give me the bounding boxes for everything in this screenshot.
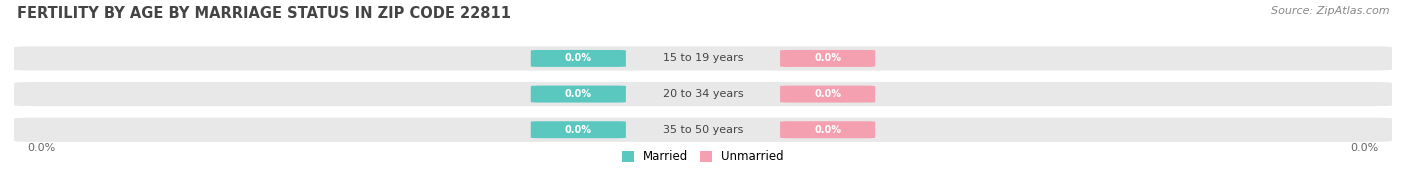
- FancyBboxPatch shape: [14, 46, 1392, 71]
- Text: 0.0%: 0.0%: [565, 125, 592, 135]
- Text: 0.0%: 0.0%: [565, 89, 592, 99]
- FancyBboxPatch shape: [531, 86, 626, 103]
- FancyBboxPatch shape: [780, 50, 875, 67]
- FancyBboxPatch shape: [780, 121, 875, 138]
- Text: 0.0%: 0.0%: [1351, 143, 1379, 153]
- Text: 20 to 34 years: 20 to 34 years: [662, 89, 744, 99]
- FancyBboxPatch shape: [14, 118, 1392, 142]
- Text: 35 to 50 years: 35 to 50 years: [662, 125, 744, 135]
- FancyBboxPatch shape: [780, 86, 875, 103]
- FancyBboxPatch shape: [531, 50, 626, 67]
- Text: 0.0%: 0.0%: [27, 143, 55, 153]
- Text: FERTILITY BY AGE BY MARRIAGE STATUS IN ZIP CODE 22811: FERTILITY BY AGE BY MARRIAGE STATUS IN Z…: [17, 6, 510, 21]
- FancyBboxPatch shape: [14, 82, 1392, 106]
- FancyBboxPatch shape: [531, 121, 626, 138]
- Text: 0.0%: 0.0%: [814, 54, 841, 64]
- Text: 0.0%: 0.0%: [565, 54, 592, 64]
- Text: 0.0%: 0.0%: [814, 125, 841, 135]
- Text: 0.0%: 0.0%: [814, 89, 841, 99]
- Text: Source: ZipAtlas.com: Source: ZipAtlas.com: [1271, 6, 1389, 16]
- Text: 15 to 19 years: 15 to 19 years: [662, 54, 744, 64]
- Legend: Married, Unmarried: Married, Unmarried: [617, 146, 789, 168]
